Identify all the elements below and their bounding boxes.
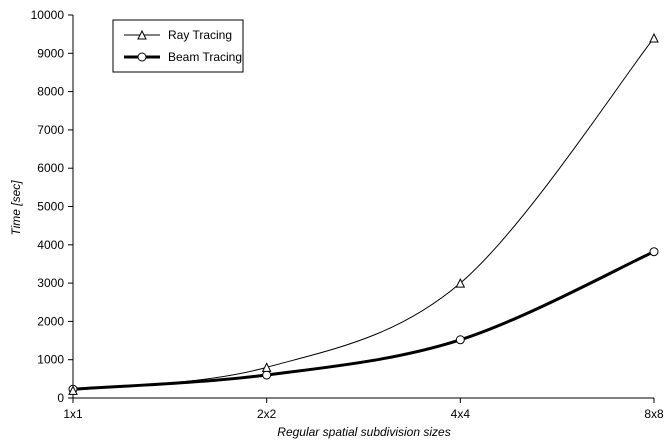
y-tick-label: 6000 [37,161,64,175]
series-line-ray-tracing [72,37,655,391]
x-tick-label: 2x2 [257,407,277,421]
series-layer [68,32,659,395]
legend-triangle-marker [137,29,147,40]
data-point-ray-tracing [68,385,78,395]
y-tick-label: 3000 [37,276,64,290]
y-tick-label: 10000 [31,8,65,22]
legend-entry-ray-tracing: Ray Tracing [124,28,232,42]
x-tick-label: 1x1 [63,407,83,421]
x-ticks: 1x1 2x2 4x4 8x8 [63,398,664,421]
x-tick-label: 8x8 [644,407,664,421]
legend-box [112,19,244,73]
data-point-beam-tracing [262,370,272,380]
data-point-beam-tracing [649,247,659,257]
y-axis-title: Time [sec] [9,180,23,236]
legend-label-beam-tracing: Beam Tracing [168,50,242,64]
data-point-ray-tracing [649,32,659,43]
data-point-ray-tracing [261,362,272,372]
y-tick-label: 8000 [37,85,64,99]
data-point-beam-tracing [455,335,465,345]
legend-label-ray-tracing: Ray Tracing [168,28,232,42]
y-tick-label: 5000 [37,200,64,214]
y-tick-label: 7000 [37,123,64,137]
data-point-ray-tracing [455,277,466,288]
y-tick-label: 1000 [37,353,64,367]
x-axis-title: Regular spatial subdivision sizes [277,425,450,439]
legend-circle-marker [137,52,147,62]
legend: Ray Tracing Beam Tracing [112,19,244,73]
series-line-beam-tracing [71,250,656,391]
y-ticks: 0 1000 2000 3000 4000 5000 6000 7000 8000 9000 100… [31,8,73,405]
x-tick-label: 4x4 [451,407,471,421]
legend-entry-beam-tracing: Beam Tracing [124,50,242,64]
y-tick-label: 4000 [37,238,64,252]
y-tick-label: 9000 [37,46,64,60]
y-tick-label: 0 [57,391,64,405]
y-tick-label: 2000 [37,314,64,328]
